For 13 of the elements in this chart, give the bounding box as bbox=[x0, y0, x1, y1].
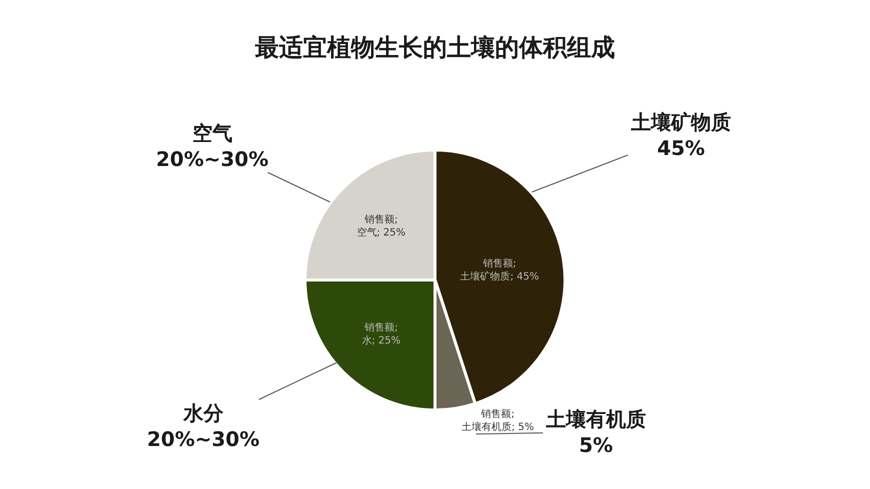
slice-label: 土壤矿物质 bbox=[630, 110, 731, 134]
slice-label: 空气 bbox=[192, 121, 232, 145]
data-label: 销售额; 水; 25% bbox=[362, 321, 401, 346]
chart-title: 最适宜植物生长的土壤的体积组成 bbox=[254, 33, 615, 62]
text: 20%~30% bbox=[147, 427, 260, 451]
data-label: 销售额; 土壤矿物质; 45% bbox=[460, 257, 539, 282]
text: 20%~30% bbox=[156, 147, 268, 171]
slice-label: 水分 bbox=[182, 401, 224, 425]
slice-label: 土壤有机质 bbox=[545, 407, 646, 431]
data-label: 销售额; 土壤有机质; 5% bbox=[462, 408, 534, 434]
data-label: 销售额; 空气; 25% bbox=[356, 214, 406, 239]
text: 5% bbox=[579, 433, 613, 457]
text: 45% bbox=[657, 136, 705, 160]
